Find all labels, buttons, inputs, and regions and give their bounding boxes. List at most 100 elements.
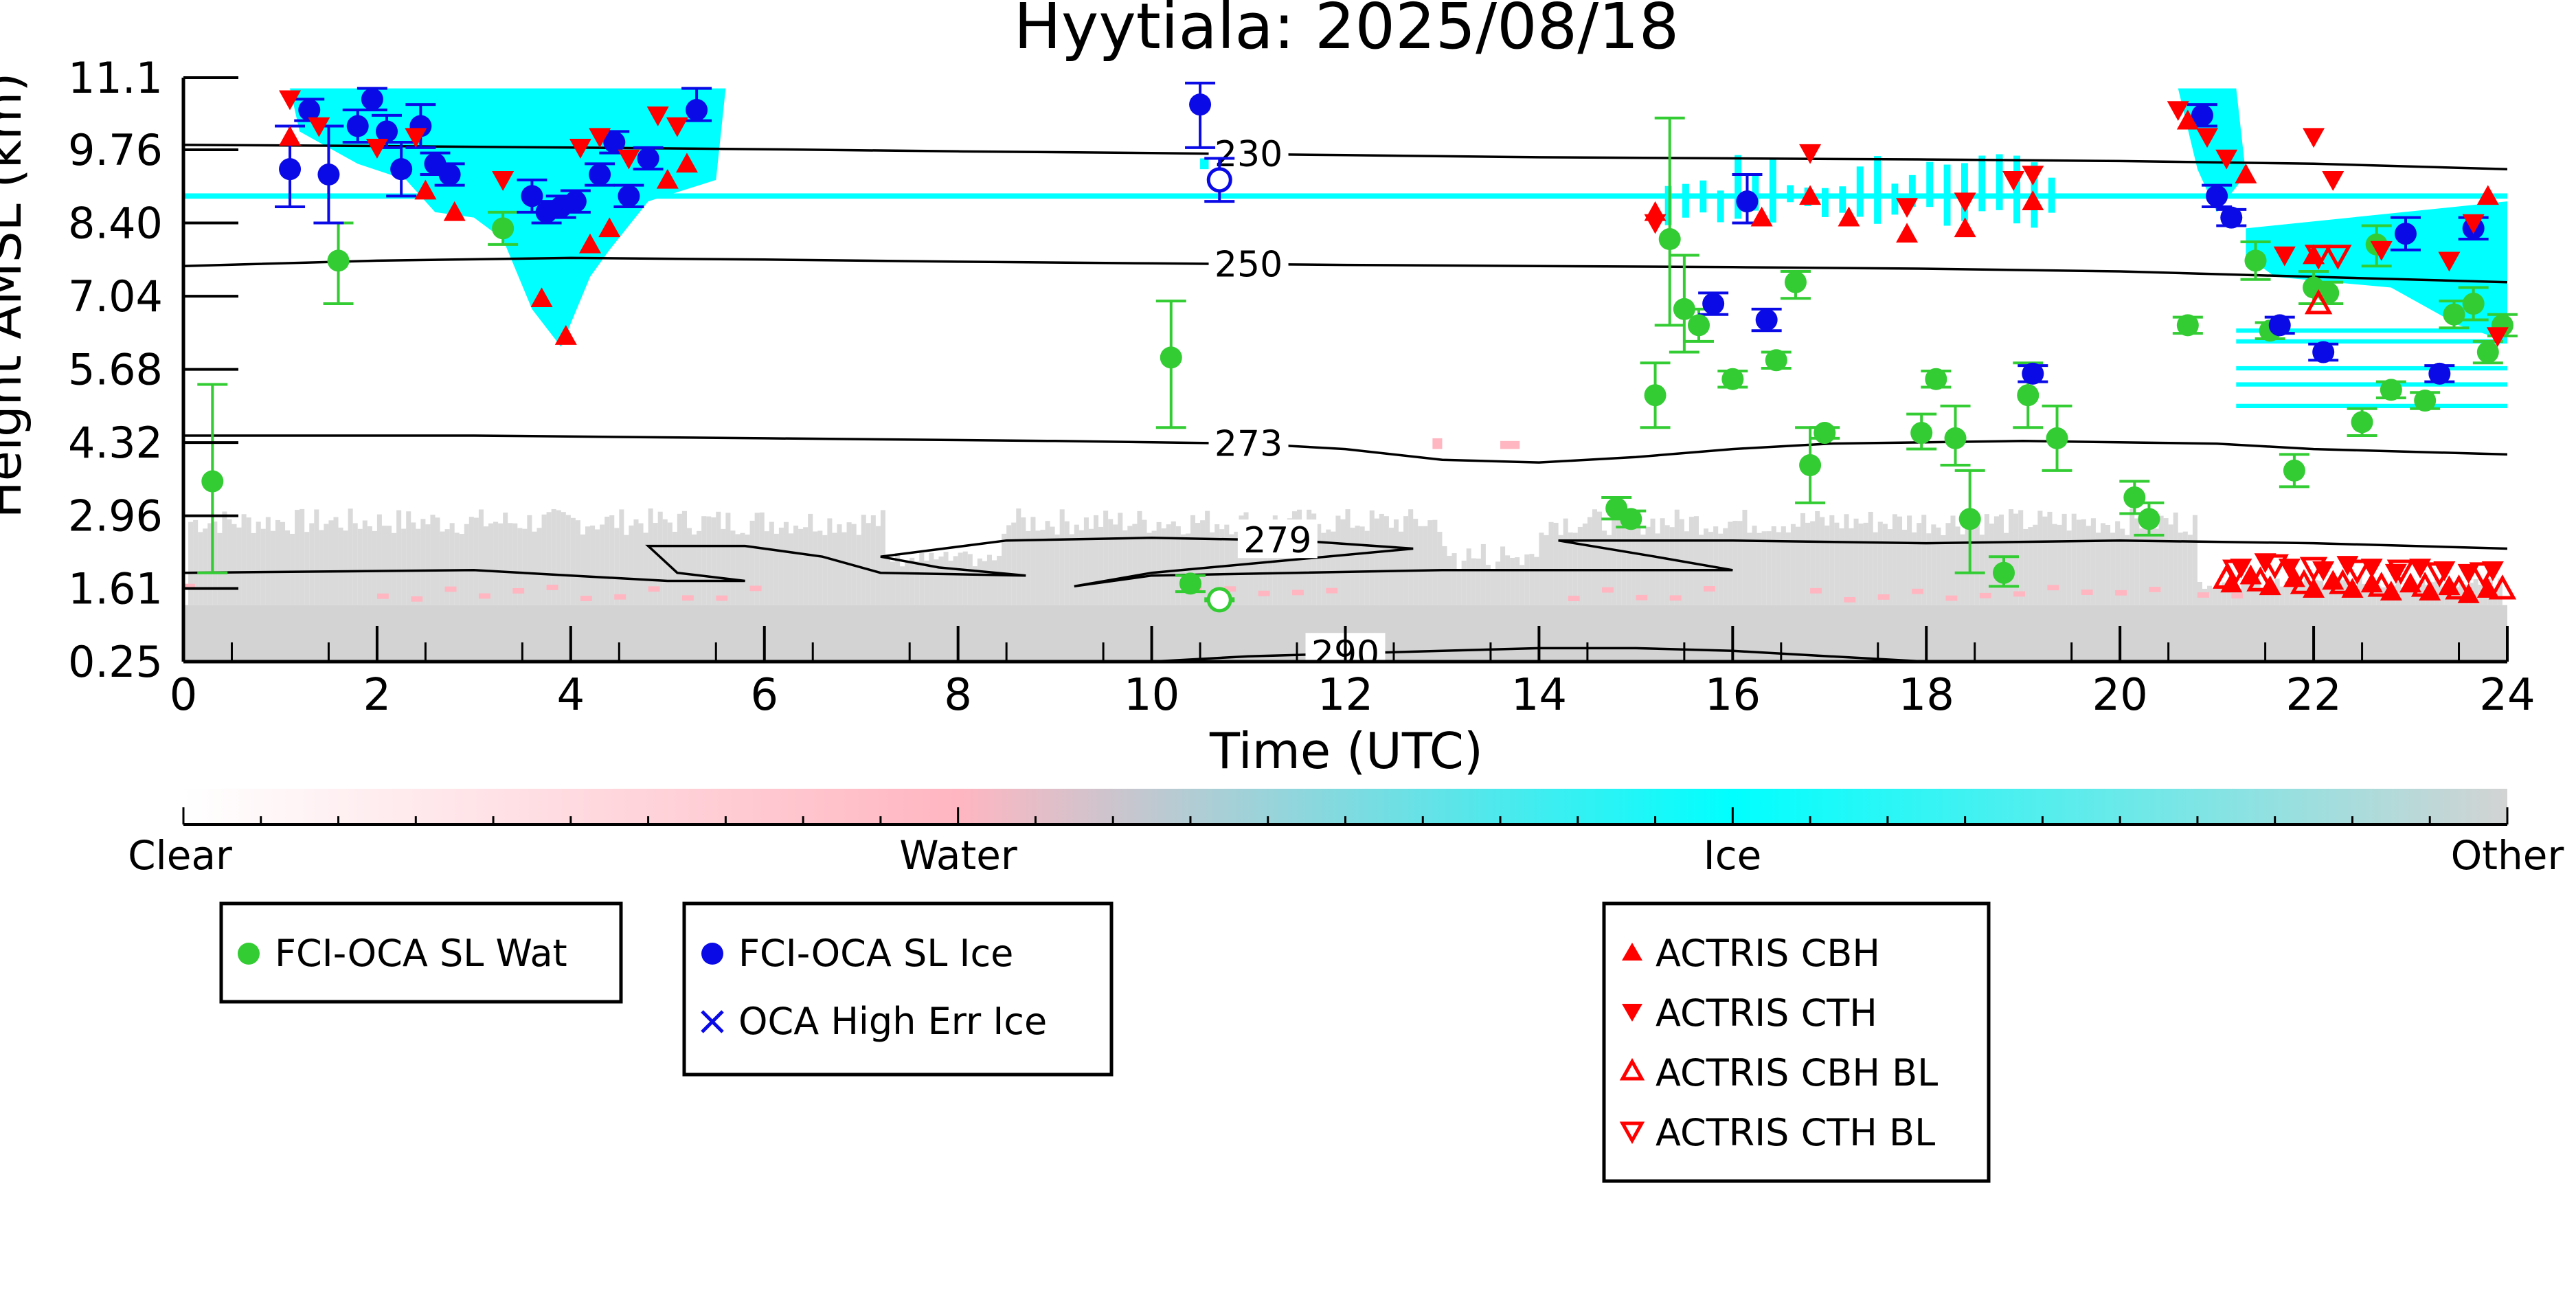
marker-actris-cth: [2002, 171, 2025, 191]
other-field-column: [900, 566, 905, 605]
other-field-column: [2459, 581, 2464, 605]
x-tick-label: 0: [170, 670, 198, 721]
marker-fci-oca-sl-ice: [361, 88, 383, 111]
ice-field-streak: [1908, 175, 1916, 207]
other-field-column: [1824, 525, 1830, 605]
other-field-column: [1142, 519, 1147, 605]
other-field-column: [681, 510, 687, 605]
other-field-column: [721, 528, 726, 605]
marker-actris-cth: [589, 128, 611, 148]
other-field-column: [2439, 586, 2445, 605]
other-field-column: [295, 510, 300, 605]
other-field-column: [653, 523, 658, 605]
other-field-column: [1771, 526, 1776, 605]
legend-item-actris-cth-bl: ACTRIS CTH BL: [1619, 1111, 1935, 1154]
other-field-column: [1834, 522, 1840, 605]
other-field-column: [2037, 510, 2043, 605]
other-field-column: [817, 530, 823, 605]
axes: 0 2 4 6 8 10 12 14 16 18 20 22 240.251.612.964.325.6…: [68, 53, 2535, 721]
marker-actris-cth: [2409, 559, 2432, 579]
other-field-column: [236, 527, 242, 605]
other-field-column: [570, 517, 576, 605]
other-field-column: [2129, 508, 2135, 605]
marker-fci-oca-sl-ice: [438, 164, 461, 186]
other-field-column: [207, 523, 213, 605]
other-field-column: [411, 522, 416, 605]
marker-fci-oca-sl-ice: [1736, 190, 1759, 213]
water-field-patch: [1636, 594, 1648, 600]
other-field-column: [2110, 532, 2116, 605]
other-field-column: [1926, 533, 1932, 605]
other-field-column: [590, 525, 596, 605]
other-field-column: [1171, 521, 1176, 605]
other-field-column: [1776, 532, 1781, 605]
other-field-column: [483, 526, 489, 605]
marker-fci-oca-sl-ice: [1189, 93, 1212, 116]
other-field-column: [551, 508, 556, 605]
other-field-column: [2192, 515, 2197, 605]
contour-label-bg: [1208, 243, 1289, 282]
other-field-column: [2400, 588, 2406, 605]
other-field-column: [745, 535, 750, 605]
other-field-column: [440, 531, 445, 605]
other-field-column: [2158, 515, 2164, 605]
other-field-column: [2241, 581, 2246, 605]
other-field-column: [1195, 523, 1201, 605]
other-field-column: [1858, 523, 1864, 605]
other-field-column: [667, 522, 673, 605]
other-field-column: [769, 521, 774, 605]
marker-actris-cth: [365, 139, 388, 159]
marker-fci-oca-sl-wat: [1925, 368, 1947, 390]
other-field-column: [977, 558, 982, 605]
other-field-column: [629, 525, 634, 605]
marker-actris-cbh-bl: [2246, 566, 2274, 592]
other-field-column: [2042, 516, 2048, 605]
other-field-column: [1612, 512, 1617, 605]
water-field-patch: [2081, 590, 2093, 595]
legend-label-actris-cth: ACTRIS CTH: [1656, 991, 1877, 1035]
other-field-column: [609, 515, 615, 605]
contour-label-279: 279: [1243, 520, 1311, 561]
other-field-column: [454, 532, 460, 605]
other-field-column: [1892, 514, 1897, 605]
marker-actris-cth: [2273, 246, 2296, 267]
marker-fci-oca-sl-wat: [2017, 384, 2040, 407]
other-field-column: [357, 528, 363, 605]
other-field-column: [1026, 530, 1031, 605]
other-field-column: [1534, 557, 1539, 605]
other-field-column: [1563, 518, 1568, 605]
marker-fci-oca-sl-wat: [2351, 411, 2373, 434]
other-field-column: [870, 515, 876, 605]
marker-fci-oca-sl-ice: [618, 185, 640, 207]
other-field-column: [2018, 510, 2024, 605]
other-field-column: [2154, 528, 2159, 605]
other-field-column: [1243, 512, 1249, 605]
other-field-column: [1030, 517, 1036, 605]
water-field-patch: [183, 583, 195, 590]
legend-label-oca-high-err-ice: OCA High Err Ice: [738, 1000, 1047, 1043]
marker-fci-oca-sl-wat: [2476, 341, 2499, 363]
other-field-column: [619, 509, 624, 605]
other-field-column: [217, 532, 223, 605]
other-field-column: [1113, 524, 1118, 605]
other-field-column: [1485, 565, 1491, 605]
marker-fci-oca-sl-wat: [2462, 293, 2485, 315]
marker-actris-cth-bl: [2343, 559, 2371, 585]
water-field-patch: [444, 586, 457, 592]
marker-actris-cbh: [414, 179, 437, 200]
marker-actris-cth: [308, 117, 330, 137]
marker-actris-cbh: [1896, 223, 1919, 243]
marker-actris-cbh: [443, 201, 466, 221]
other-field-column: [943, 552, 949, 605]
other-field-column: [1519, 565, 1525, 605]
other-field-column: [2178, 532, 2183, 605]
other-field-column: [2168, 524, 2173, 605]
marker-actris-cbh: [2399, 572, 2422, 593]
water-field-patch: [2231, 593, 2244, 599]
other-field-column: [919, 552, 925, 605]
other-field-column: [1621, 512, 1627, 605]
y-tick-label: 2.96: [68, 491, 163, 541]
marker-actris-cth: [2022, 166, 2044, 186]
other-field-column: [430, 515, 436, 605]
other-field-column: [1016, 508, 1021, 605]
